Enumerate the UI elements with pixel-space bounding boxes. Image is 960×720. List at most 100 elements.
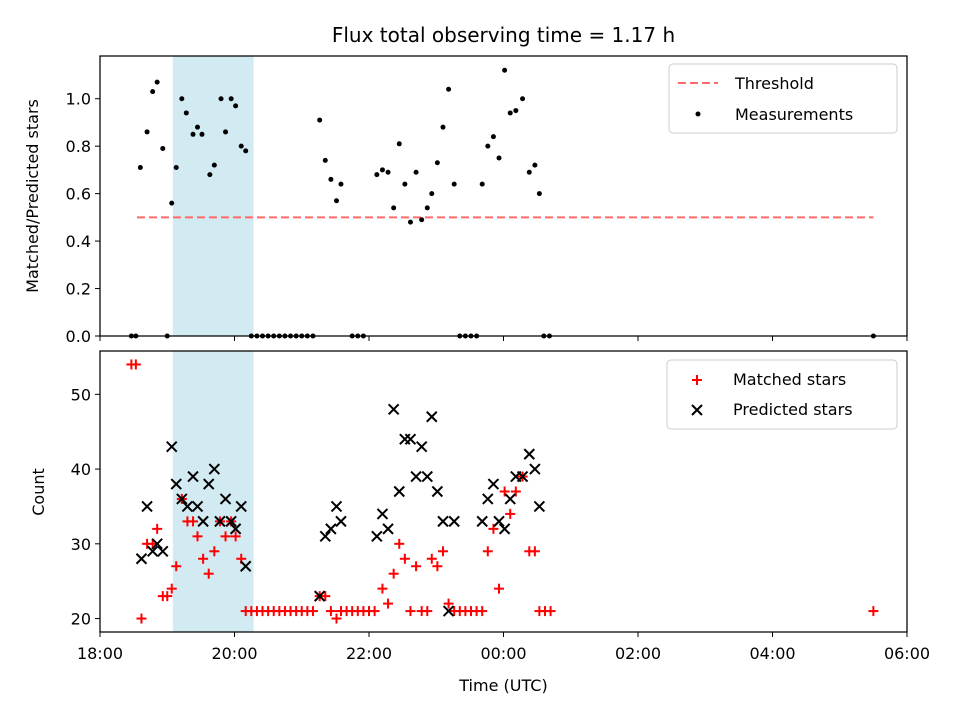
predicted-star-point — [335, 515, 347, 528]
predicted-star-point — [181, 500, 194, 513]
measurement-point — [490, 134, 496, 140]
x-tick-label: 18:00 — [77, 644, 123, 663]
count-shaded-interval — [172, 351, 254, 632]
measurement-point — [520, 96, 526, 102]
predicted-star-point — [421, 470, 433, 483]
matched-star-point — [209, 546, 220, 557]
matched-star-point — [510, 486, 521, 497]
predicted-star-point — [476, 515, 488, 528]
ratio-shaded-interval — [172, 56, 254, 336]
ratio-legend: Threshold Measurements — [668, 63, 898, 134]
matched-star-point — [494, 583, 505, 594]
measurement-point — [207, 172, 213, 178]
measurement-point — [413, 169, 419, 175]
predicted-star-point — [240, 560, 252, 572]
x-tick-label: 00:00 — [480, 644, 526, 663]
count-legend-box — [666, 359, 898, 430]
measurement-point — [532, 162, 538, 168]
predicted-star-point — [203, 478, 215, 490]
predicted-star-point — [529, 463, 541, 475]
count-x-ticks: 18:00 20:00 22:00 00:00 02:00 04:00 06:00 — [77, 632, 930, 663]
matched-star-point — [220, 531, 231, 542]
matched-star-point — [488, 523, 499, 534]
matched-star-point — [307, 606, 318, 617]
measurement-point — [211, 162, 217, 168]
predicted-star-point — [371, 530, 383, 543]
y-tick-label: 0.4 — [66, 232, 91, 251]
predicted-star-point — [393, 485, 405, 498]
y-tick-label: 40 — [71, 460, 91, 479]
predicted-star-point — [404, 433, 417, 445]
x-tick-label: 04:00 — [749, 644, 795, 663]
matched-star-point — [443, 598, 454, 609]
measurement-point — [374, 172, 380, 178]
matched-star-point — [377, 583, 388, 594]
x-tick-label: 02:00 — [615, 644, 661, 663]
predicted-star-point — [176, 493, 188, 505]
measurement-point — [238, 143, 244, 149]
y-tick-label: 1.0 — [66, 90, 91, 109]
predicted-star-point — [170, 478, 182, 490]
measurement-point — [396, 141, 402, 147]
measurement-point — [179, 96, 185, 102]
matched-star-point — [383, 598, 394, 609]
ratio-marks — [128, 67, 876, 339]
measurement-point — [144, 129, 150, 135]
matched-star-point — [545, 606, 556, 617]
y-tick-label: 0.2 — [66, 280, 91, 299]
matched-star-point — [422, 606, 433, 617]
predicted-star-point — [498, 523, 511, 535]
measurement-point — [451, 181, 457, 187]
predicted-star-point — [187, 470, 199, 483]
measurement-point — [424, 205, 430, 211]
matched-star-point — [171, 561, 182, 572]
matched-star-point — [198, 553, 209, 564]
matched-star-point — [320, 591, 331, 602]
matched-star-point — [325, 606, 336, 617]
y-tick-label: 0.6 — [66, 185, 91, 204]
measurement-point — [479, 181, 485, 187]
legend-predicted-swatch — [691, 404, 703, 416]
matched-star-point — [411, 561, 422, 572]
matched-star-point — [432, 561, 443, 572]
count-y-ticks: 20 30 40 50 — [71, 385, 100, 629]
measurement-point — [243, 148, 249, 154]
matched-star-point — [399, 553, 410, 564]
predicted-star-point — [487, 478, 500, 490]
legend-measurements-label: Measurements — [735, 105, 853, 124]
predicted-star-point — [410, 470, 422, 483]
count-legend: Matched stars Predicted stars — [666, 359, 898, 430]
legend-matched-marker — [692, 375, 702, 385]
measurement-point — [407, 219, 413, 225]
measurement-point — [218, 96, 224, 102]
ratio-x-ticks — [99, 336, 908, 341]
y-tick-label: 0.0 — [66, 327, 91, 346]
measurement-point — [199, 131, 205, 137]
predicted-star-point — [415, 440, 428, 453]
legend-matched-swatch — [692, 375, 702, 385]
legend-predicted-marker — [691, 404, 703, 416]
predicted-star-point — [151, 538, 163, 550]
predicted-star-point — [516, 470, 529, 483]
measurement-point — [429, 191, 435, 197]
predicted-star-point — [225, 515, 237, 528]
predicted-star-point — [208, 463, 221, 475]
measurement-point — [322, 157, 328, 163]
count-y-axis-label: Count — [29, 468, 48, 516]
matched-star-point — [166, 583, 177, 594]
legend-predicted-label: Predicted stars — [733, 400, 853, 419]
measurement-point — [502, 67, 508, 73]
chart-title: Flux total observing time = 1.17 h — [332, 23, 675, 47]
ratio-y-axis-label: Matched/Predicted stars — [23, 99, 42, 293]
matched-star-point — [162, 591, 173, 602]
measurement-point — [223, 129, 229, 135]
measurement-point — [379, 167, 385, 173]
predicted-star-point — [146, 545, 159, 557]
measurement-point — [446, 86, 452, 92]
matched-star-point — [188, 516, 199, 527]
measurement-point — [434, 160, 440, 166]
predicted-star-point — [235, 500, 247, 513]
ratio-y-ticks: 0.0 0.2 0.4 0.6 0.8 1.0 — [66, 90, 100, 346]
predicted-star-point — [191, 500, 204, 513]
